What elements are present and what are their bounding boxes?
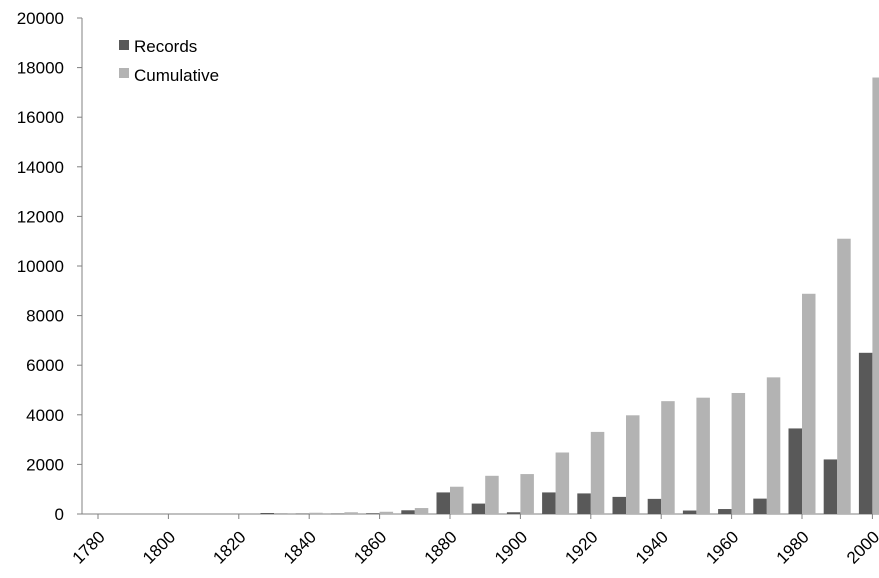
- bars: [260, 77, 879, 515]
- x-tick-label: 1940: [632, 527, 672, 567]
- x-tick-label: 1800: [139, 527, 179, 567]
- bar-cumulative-2000: [872, 77, 879, 515]
- x-tick-label: 1920: [561, 527, 601, 567]
- bar-cumulative-1900: [520, 474, 534, 514]
- y-tick-label: 18000: [17, 59, 64, 78]
- x-tick-label: 1960: [702, 527, 742, 567]
- bar-records-1860: [366, 513, 380, 514]
- y-tick-label: 16000: [17, 108, 64, 127]
- bar-records-1920: [577, 493, 591, 514]
- bar-cumulative-1990: [837, 238, 851, 514]
- bar-records-1850: [330, 513, 345, 515]
- bar-records-2000: [858, 352, 873, 514]
- y-tick-label: 4000: [26, 406, 64, 425]
- bar-records-1940: [647, 498, 662, 514]
- bar-cumulative-1920: [590, 431, 605, 514]
- y-tick-label: 0: [55, 505, 64, 524]
- bar-records-1950: [682, 510, 697, 514]
- bar-cumulative-1830: [274, 513, 288, 514]
- x-tick-label: 1820: [209, 527, 249, 567]
- y-tick-label: 20000: [17, 9, 64, 28]
- bar-records-1830: [260, 513, 274, 514]
- y-tick-label: 6000: [26, 356, 64, 375]
- bar-cumulative-1960: [731, 392, 746, 514]
- x-tick-label: 1840: [280, 527, 320, 567]
- x-tick-label: 2000: [843, 527, 879, 567]
- bar-records-1960: [718, 509, 732, 514]
- bar-records-1910: [542, 492, 556, 514]
- y-tick-label: 14000: [17, 158, 64, 177]
- bar-cumulative-1880: [450, 486, 464, 514]
- x-axis: 1780 1800 1820 1840 1860 1880 1900 1920 1940 1960…: [69, 513, 879, 568]
- y-tick-label: 12000: [17, 207, 64, 226]
- bar-records-1880: [436, 492, 450, 514]
- legend-swatch-records: [119, 40, 129, 50]
- bar-records-1900: [506, 512, 521, 514]
- legend-swatch-cumulative: [119, 68, 129, 78]
- y-tick-label: 8000: [26, 307, 64, 326]
- bar-cumulative-1850: [344, 512, 358, 514]
- x-tick-label: 1980: [773, 527, 813, 567]
- bar-records-1990: [823, 459, 838, 514]
- legend: Records Cumulative: [119, 37, 219, 85]
- bar-records-1970: [753, 498, 767, 514]
- bar-cumulative-1870: [414, 508, 429, 514]
- bar-cumulative-1950: [696, 397, 710, 514]
- bar-cumulative-1970: [766, 377, 781, 514]
- legend-label-records: Records: [134, 37, 197, 56]
- bar-cumulative-1910: [555, 452, 570, 514]
- y-tick-label: 2000: [26, 455, 64, 474]
- y-axis: 0 2000 4000 6000 8000 10000 12000 14000 16000 180…: [17, 9, 83, 524]
- bar-records-1840: [295, 513, 310, 515]
- x-tick-label: 1780: [69, 527, 109, 567]
- x-tick-label: 1900: [491, 527, 531, 567]
- bar-cumulative-1860: [379, 511, 394, 514]
- bar-cumulative-1980: [802, 293, 816, 514]
- bar-cumulative-1930: [626, 415, 640, 514]
- bar-records-1870: [401, 510, 415, 514]
- y-tick-label: 10000: [17, 257, 64, 276]
- bar-cumulative-1890: [485, 475, 499, 514]
- bar-cumulative-1940: [661, 401, 675, 514]
- x-tick-label: 1860: [350, 527, 390, 567]
- x-tick-label: 1880: [421, 527, 461, 567]
- bar-records-1930: [612, 496, 626, 514]
- bar-cumulative-1840: [309, 512, 323, 514]
- bar-records-1890: [471, 503, 486, 514]
- legend-label-cumulative: Cumulative: [134, 66, 219, 85]
- bar-records-1980: [788, 428, 802, 514]
